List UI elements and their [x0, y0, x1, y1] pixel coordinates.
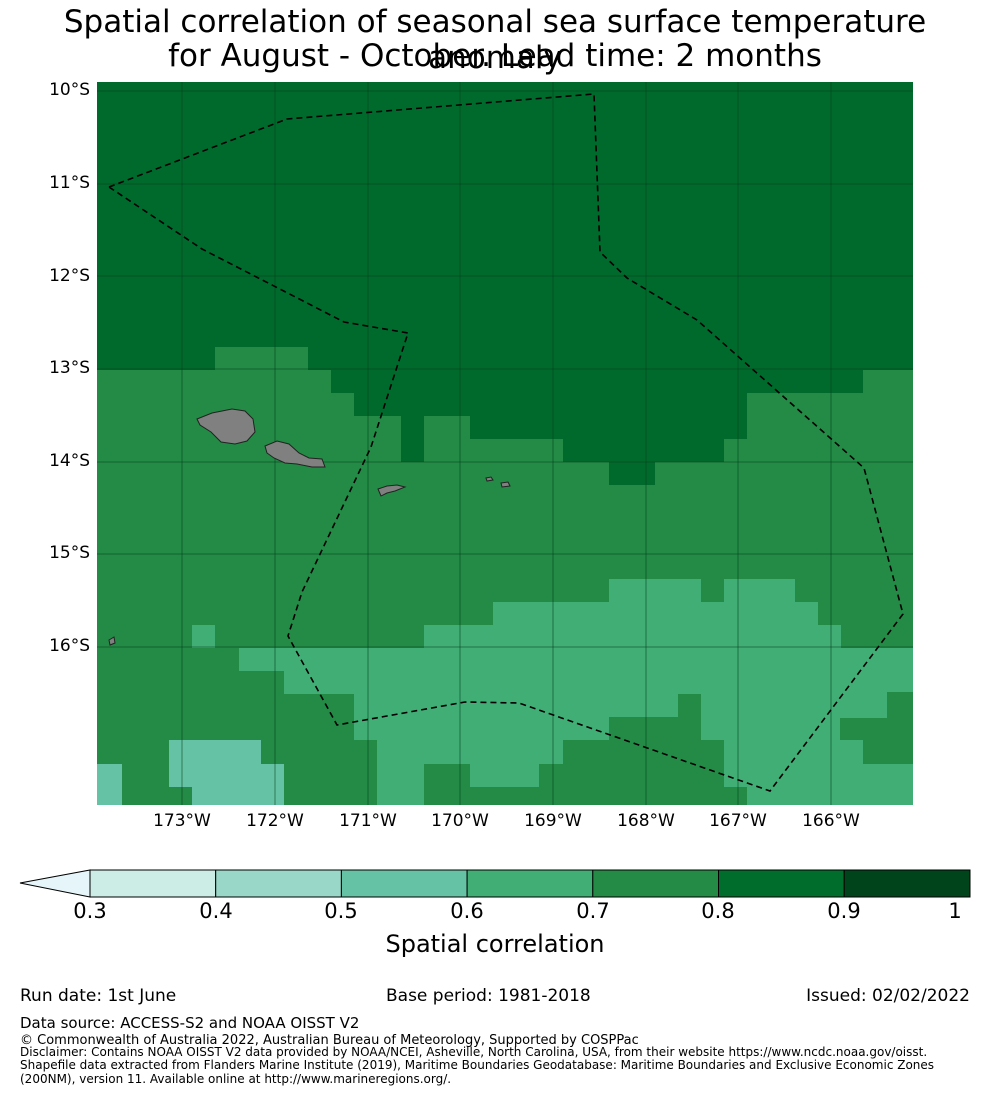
island-upolu	[264, 440, 326, 468]
colorbar-under-arrow	[19, 869, 91, 898]
colorbar-bin-0-9	[843, 869, 971, 898]
data-source: Data source: ACCESS-S2 and NOAA OISST V2	[20, 1014, 360, 1032]
correlation-map	[97, 82, 913, 805]
lon-label-173w: 173°W	[153, 811, 211, 831]
island-uvea	[108, 636, 116, 646]
colorbar	[19, 869, 971, 898]
colorbar-tick-0-4: 0.4	[199, 899, 233, 923]
lat-label-16s: 16°S	[49, 636, 90, 656]
colorbar-tick-0-3: 0.3	[73, 899, 107, 923]
region-corr-0-7-pocket	[539, 694, 747, 805]
colorbar-tick-0-6: 0.6	[450, 899, 484, 923]
colorbar-tick-0-8: 0.8	[701, 899, 735, 923]
colorbar-bin-0-6	[466, 869, 594, 898]
disclaimer-line-2: Shapefile data extracted from Flanders M…	[20, 1058, 935, 1072]
island-savaii	[196, 408, 256, 445]
region-corr-0-5-edge	[97, 764, 122, 805]
colorbar-tick-1: 1	[948, 899, 962, 923]
colorbar-tick-0-9: 0.9	[827, 899, 861, 923]
lon-label-170w: 170°W	[431, 811, 489, 831]
colorbar-tick-0-5: 0.5	[324, 899, 358, 923]
colorbar-tick-0-7: 0.7	[576, 899, 610, 923]
lat-label-10s: 10°S	[49, 80, 90, 100]
lon-label-171w: 171°W	[339, 811, 397, 831]
region-corr-0-6	[97, 579, 913, 805]
lon-label-172w: 172°W	[246, 811, 304, 831]
lon-label-168w: 168°W	[617, 811, 675, 831]
lat-label-13s: 13°S	[49, 358, 90, 378]
map-title-line-2: for August - October. Lead time: 2 month…	[168, 38, 822, 74]
copyright-notice: © Commonwealth of Australia 2022, Austra…	[20, 1033, 639, 1048]
island-tutuila	[377, 484, 407, 497]
colorbar-bin-0-3	[89, 869, 217, 898]
base-period: Base period: 1981-2018	[386, 986, 591, 1006]
lat-label-11s: 11°S	[49, 173, 90, 193]
run-date: Run date: 1st June	[20, 986, 177, 1006]
map-title-line-1: Spatial correlation of seasonal sea surf…	[63, 4, 927, 76]
lon-label-166w: 166°W	[802, 811, 860, 831]
disclaimer-line-3: (200NM), version 11. Available online at…	[20, 1072, 452, 1086]
disclaimer-line-1: Disclaimer: Contains NOAA OISST V2 data …	[20, 1045, 928, 1059]
lat-label-12s: 12°S	[49, 266, 90, 286]
map-canvas	[97, 82, 913, 805]
lat-label-14s: 14°S	[49, 451, 90, 471]
lon-label-167w: 167°W	[709, 811, 767, 831]
region-corr-0-7-pocket-2	[424, 764, 470, 805]
island-ofu	[485, 476, 494, 482]
island-tau	[500, 481, 511, 488]
map-gridlines	[97, 82, 913, 805]
colorbar-label: Spatial correlation	[385, 930, 605, 958]
colorbar-bin-0-5	[340, 869, 468, 898]
region-corr-0-5	[169, 740, 284, 805]
colorbar-bin-0-4	[215, 869, 342, 898]
lat-label-15s: 15°S	[49, 543, 90, 563]
colorbar-bin-0-7	[592, 869, 719, 898]
lon-label-169w: 169°W	[524, 811, 582, 831]
issued-date: Issued: 02/02/2022	[806, 986, 970, 1006]
colorbar-bin-0-8	[718, 869, 845, 898]
